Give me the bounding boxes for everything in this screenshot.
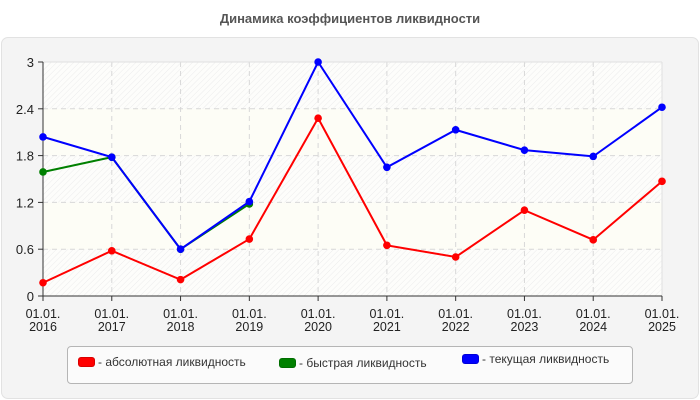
tick-labels: 00.61.21.82.4301.01.201601.01.201701.01.…: [16, 55, 679, 334]
svg-text:01.01.: 01.01.: [232, 307, 267, 321]
svg-text:2025: 2025: [648, 320, 676, 334]
svg-text:1.2: 1.2: [16, 195, 34, 210]
svg-text:01.01.: 01.01.: [438, 307, 473, 321]
svg-text:2023: 2023: [511, 320, 539, 334]
svg-text:2018: 2018: [167, 320, 195, 334]
svg-text:2020: 2020: [304, 320, 332, 334]
svg-text:01.01.: 01.01.: [507, 307, 542, 321]
plot-background: [43, 62, 662, 296]
legend-label: - быстрая ликвидность: [299, 356, 427, 370]
legend-swatch-green: [279, 358, 296, 368]
svg-text:3: 3: [27, 55, 34, 70]
svg-text:01.01.: 01.01.: [301, 307, 336, 321]
axes: [38, 61, 663, 301]
legend: - абсолютная ликвидность - быстрая ликви…: [67, 346, 633, 384]
legend-label: - абсолютная ликвидность: [98, 355, 246, 369]
legend-swatch-red: [78, 357, 95, 367]
svg-text:2.4: 2.4: [16, 102, 34, 117]
legend-label: - текущая ликвидность: [482, 352, 610, 366]
grid-lines: [43, 61, 663, 296]
svg-text:2021: 2021: [373, 320, 401, 334]
legend-swatch-blue: [462, 354, 479, 364]
svg-text:01.01.: 01.01.: [645, 307, 680, 321]
legend-item-quick: - быстрая ликвидность: [279, 356, 427, 370]
series-lines: [39, 58, 666, 287]
chart-title: Динамика коэффициентов ликвидности: [219, 11, 481, 26]
legend-item-current: - текущая ликвидность: [462, 352, 609, 366]
svg-text:1.8: 1.8: [16, 149, 34, 164]
svg-text:2024: 2024: [579, 320, 607, 334]
svg-text:0.6: 0.6: [16, 242, 34, 257]
svg-text:01.01.: 01.01.: [576, 307, 611, 321]
legend-item-absolute: - абсолютная ликвидность: [78, 355, 246, 369]
svg-text:2016: 2016: [29, 320, 57, 334]
svg-text:01.01.: 01.01.: [370, 307, 405, 321]
svg-text:01.01.: 01.01.: [163, 307, 198, 321]
svg-text:2019: 2019: [235, 320, 263, 334]
svg-text:2017: 2017: [98, 320, 126, 334]
svg-text:0: 0: [27, 289, 34, 304]
svg-text:01.01.: 01.01.: [94, 307, 129, 321]
svg-text:01.01.: 01.01.: [26, 307, 61, 321]
svg-text:2022: 2022: [442, 320, 470, 334]
